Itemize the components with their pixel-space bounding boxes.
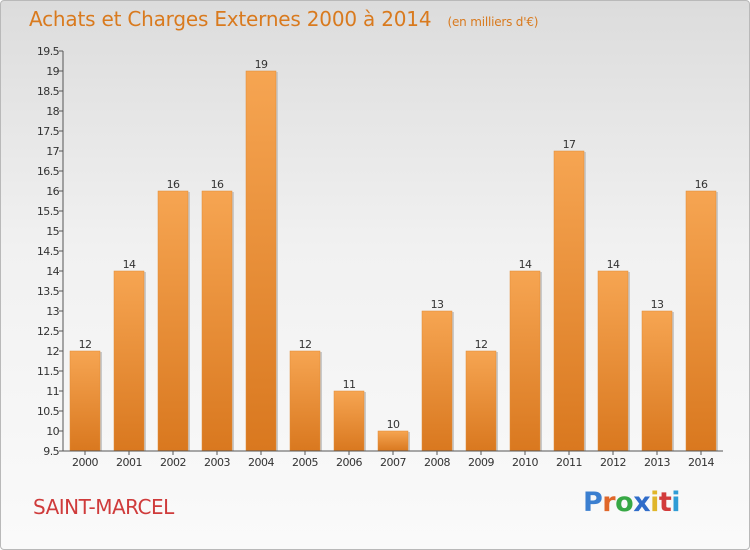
- data-label: 13: [431, 298, 444, 311]
- bar-2008: [421, 310, 453, 452]
- bar-2002: [157, 190, 189, 452]
- data-label: 13: [651, 298, 664, 311]
- data-label: 12: [79, 338, 92, 351]
- y-tick-label: 16: [46, 185, 59, 198]
- chart-subtitle: (en milliers d'€): [447, 15, 539, 29]
- y-tick-label: 11: [46, 385, 59, 398]
- bar-2006: [333, 390, 365, 452]
- data-label: 14: [607, 258, 620, 271]
- x-tick-label: 2001: [116, 456, 142, 469]
- logo-letter: t: [658, 487, 672, 518]
- bar-2004: [245, 70, 277, 452]
- bar-2005: [289, 350, 321, 452]
- x-tick-label: 2003: [204, 456, 230, 469]
- data-label: 12: [475, 338, 488, 351]
- data-label: 17: [563, 138, 576, 151]
- y-tick-label: 14: [46, 265, 59, 278]
- y-tick-label: 13.5: [37, 285, 60, 298]
- y-tick-label: 9.5: [43, 445, 59, 458]
- data-label: 11: [343, 378, 356, 391]
- x-tick-label: 2008: [424, 456, 450, 469]
- logo-letter: i: [650, 487, 659, 518]
- y-axis: 9.5 10 10.5 11 11.5 12 12.5 13 13.5 14 14.5 15 15.5 1…: [37, 45, 64, 458]
- y-tick-label: 12.5: [37, 325, 60, 338]
- data-label: 12: [299, 338, 312, 351]
- logo-letter: o: [615, 487, 634, 518]
- y-tick-label: 15.5: [37, 205, 60, 218]
- data-label: 16: [211, 178, 224, 191]
- bar-2009: [465, 350, 497, 452]
- proxiti-logo: Proxiti: [583, 487, 681, 518]
- data-label: 14: [519, 258, 532, 271]
- y-tick-label: 10: [46, 425, 59, 438]
- y-tick-label: 13: [46, 305, 59, 318]
- bar-2007: [377, 430, 409, 452]
- x-tick-label: 2006: [336, 456, 362, 469]
- data-label: 19: [255, 58, 268, 71]
- x-tick-label: 2005: [292, 456, 318, 469]
- logo-letter: x: [633, 487, 651, 518]
- data-label: 14: [123, 258, 136, 271]
- y-tick-label: 15: [46, 225, 59, 238]
- y-tick-label: 17.5: [37, 125, 60, 138]
- bar-2013: [641, 310, 673, 452]
- y-tick-label: 19.5: [37, 45, 60, 58]
- logo-letter: P: [583, 487, 603, 518]
- city-name: SAINT-MARCEL: [33, 495, 174, 519]
- x-tick-label: 2011: [556, 456, 582, 469]
- data-label: 10: [387, 418, 400, 431]
- y-tick-label: 16.5: [37, 165, 60, 178]
- y-tick-label: 17: [46, 145, 59, 158]
- y-tick-label: 11.5: [37, 365, 60, 378]
- logo-letter: i: [671, 487, 681, 518]
- x-tick-label: 2004: [248, 456, 274, 469]
- x-axis: 2000 2001 2002 2003 2004 2005 2006 2007 2008 2009…: [63, 450, 723, 469]
- bar-2010: [509, 270, 541, 452]
- y-tick-label: 18: [46, 105, 59, 118]
- logo-letter: r: [602, 487, 616, 518]
- y-tick-label: 18.5: [37, 85, 60, 98]
- x-tick-label: 2014: [688, 456, 714, 469]
- y-tick-label: 10.5: [37, 405, 60, 418]
- x-tick-label: 2010: [512, 456, 538, 469]
- bar-2000: [69, 350, 101, 452]
- x-tick-label: 2002: [160, 456, 186, 469]
- y-tick-label: 12: [46, 345, 59, 358]
- bar-2003: [201, 190, 233, 452]
- x-tick-label: 2013: [644, 456, 670, 469]
- x-tick-label: 2012: [600, 456, 626, 469]
- data-label: 16: [695, 178, 708, 191]
- bar-2012: [597, 270, 629, 452]
- x-tick-label: 2000: [72, 456, 98, 469]
- y-tick-label: 14.5: [37, 245, 60, 258]
- x-tick-label: 2009: [468, 456, 494, 469]
- x-tick-label: 2007: [380, 456, 406, 469]
- y-tick-label: 19: [46, 65, 59, 78]
- bars-group: 12 14 16 16 19 12 11 10 13 12 14 17 14 13 16: [69, 58, 718, 452]
- bar-2001: [113, 270, 145, 452]
- chart-title-text: Achats et Charges Externes 2000 à 2014: [29, 7, 432, 31]
- bar-2014: [685, 190, 717, 452]
- bar-2011: [553, 150, 585, 452]
- data-label: 16: [167, 178, 180, 191]
- chart-title: Achats et Charges Externes 2000 à 2014 (…: [29, 7, 538, 31]
